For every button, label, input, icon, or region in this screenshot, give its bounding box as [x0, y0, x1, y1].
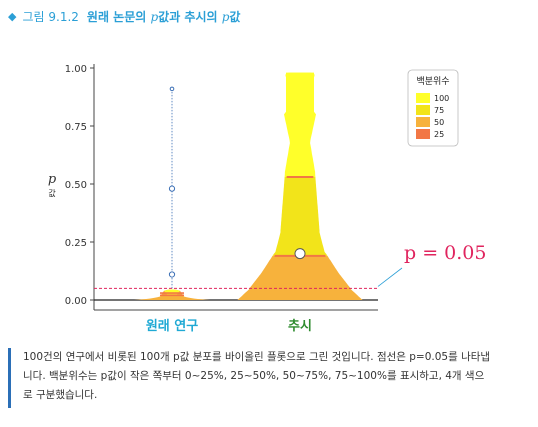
- replication-violin-cap: [285, 72, 315, 78]
- figure-caption: 100건의 연구에서 비롯된 100개 p값 분포를 바이올린 플롯으로 그린 …: [8, 348, 528, 408]
- x-axis-labels: 원래 연구 추시: [146, 318, 312, 334]
- legend-title: 백분위수: [416, 76, 449, 87]
- y-tick-label: 1.00: [65, 64, 87, 75]
- legend-swatch: [416, 117, 430, 127]
- x-category-label: 원래 연구: [146, 319, 198, 334]
- original-point: [168, 185, 176, 192]
- legend-swatch: [416, 105, 430, 115]
- legend-label: 100: [434, 94, 449, 103]
- figure-title: 원래 논문의 p값과 추시의 p값: [86, 9, 241, 24]
- legend-label: 25: [434, 130, 444, 139]
- y-axis: 0.00 0.25 0.50 0.75 1.00: [65, 64, 378, 311]
- legend-swatch: [416, 129, 430, 139]
- replication-point: [294, 248, 306, 260]
- original-point: [169, 86, 175, 92]
- legend-label: 75: [434, 106, 444, 115]
- replication-violin-mid: [272, 177, 328, 256]
- figure-label: 그림 9.1.2: [22, 9, 79, 24]
- threshold-leader-line: [377, 267, 403, 287]
- threshold-line: p = 0.05: [94, 242, 486, 289]
- original-point: [168, 271, 176, 278]
- x-category-label: 추시: [288, 318, 312, 334]
- y-tick-label: 0.75: [65, 122, 87, 133]
- y-axis-label-symbol: p: [48, 172, 57, 187]
- y-tick-label: 0.25: [65, 238, 87, 249]
- caption-line-1: 100건의 연구에서 비롯된 100개 p값 분포를 바이올린 플롯으로 그린 …: [23, 351, 491, 363]
- violin-plots: [134, 72, 363, 300]
- legend-swatch: [416, 93, 430, 103]
- diamond-icon: ◆: [8, 9, 17, 23]
- caption-line-2: 니다. 백분위수는 p값이 작은 쪽부터 0~25%, 25~50%, 50~7…: [23, 370, 485, 382]
- y-tick-label: 0.00: [65, 296, 87, 307]
- violin-chart: p 값 0.00 0.25 0.50 0.75 1.00 p = 0.05 원래 연구 추…: [48, 64, 486, 334]
- legend-label: 50: [434, 118, 444, 127]
- caption-line-3: 로 구분했습니다.: [23, 389, 98, 401]
- threshold-label: p = 0.05: [404, 242, 486, 264]
- y-tick-label: 0.50: [65, 180, 87, 191]
- replication-violin-upper: [284, 72, 316, 177]
- replication-violin-lower: [237, 255, 363, 300]
- figure-header: ◆ 그림 9.1.2 원래 논문의 p값과 추시의 p값: [8, 6, 240, 26]
- legend: 백분위수 100 75 50 25: [407, 69, 459, 147]
- y-axis-label-suffix: 값: [48, 188, 56, 198]
